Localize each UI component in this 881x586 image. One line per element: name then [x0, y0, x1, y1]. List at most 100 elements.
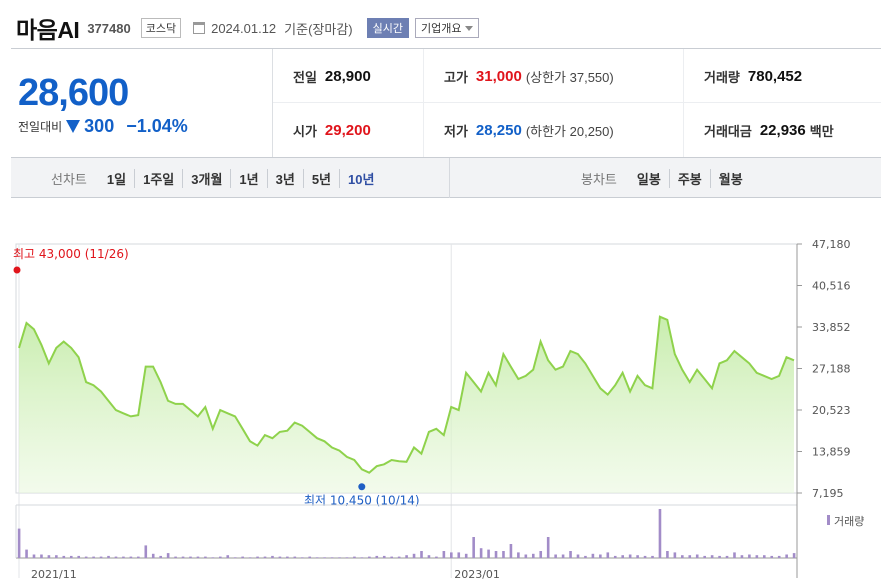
volume-bar [211, 557, 215, 558]
period-tab-6[interactable]: 10년 [339, 168, 382, 188]
volume-bar [636, 555, 639, 558]
volume-bar [755, 555, 759, 558]
volume-bar [353, 556, 356, 558]
volume-bar [159, 555, 162, 558]
period-tab-2[interactable]: 3개월 [182, 168, 230, 188]
volume-bar [174, 556, 177, 558]
volume-bar [84, 556, 88, 558]
volume-bar [599, 554, 602, 558]
volume-legend-swatch [827, 515, 830, 525]
volume-bar [718, 555, 721, 558]
volume-bar [338, 557, 341, 558]
y-tick-label: 40,516 [812, 280, 851, 293]
x-tick-label: 2021/11 [31, 568, 77, 581]
candle-tab-2[interactable]: 월봉 [709, 168, 751, 188]
max-label: 최고 43,000 (11/26) [13, 247, 129, 261]
chart-marks: 최고 43,000 (11/26) 최저 10,450 (10/14) [13, 247, 420, 508]
line-chart-periods: 선차트 1일 1주일 3개월 1년 3년 5년 10년 [51, 158, 382, 198]
volume-bar [606, 552, 610, 558]
quote-panel: 28,600 전일대비 300 −1.04% 전일 28,900 고가 31,0… [11, 48, 881, 158]
volume-bar [62, 555, 66, 558]
high-label: 고가 [444, 69, 468, 85]
volume-bar [390, 556, 393, 558]
period-tab-5[interactable]: 5년 [302, 168, 339, 188]
trade-value-cell: 거래대금 22,936 백만 [683, 103, 881, 157]
volume-bar [248, 557, 252, 558]
volume-bar [457, 552, 461, 558]
volume-bar [382, 555, 386, 558]
volume-bar [725, 555, 729, 558]
volume-bar [539, 551, 543, 558]
volume-bar [99, 556, 103, 558]
volume-bar [286, 556, 289, 558]
min-marker [358, 483, 366, 491]
y-tick-label: 13,859 [812, 446, 851, 459]
volume-bar [479, 548, 483, 558]
candle-tab-1[interactable]: 주봉 [668, 168, 710, 188]
chevron-down-icon [464, 25, 473, 31]
volume-bar [785, 554, 788, 558]
volume-bar [792, 553, 796, 558]
y-tick-label: 20,523 [812, 404, 851, 417]
volume-bar [114, 556, 118, 558]
volume-bar [748, 554, 751, 558]
company-overview-button[interactable]: 기업개요 [415, 18, 479, 38]
y-tick-label: 27,188 [812, 363, 851, 376]
company-overview-label: 기업개요 [421, 23, 462, 35]
volume-bar [323, 557, 326, 558]
period-divider [449, 158, 450, 198]
stock-code: 377480 [87, 20, 131, 36]
volume-bar [576, 554, 580, 558]
volume-bar [681, 555, 684, 558]
volume-bar [40, 554, 43, 558]
volume-bar [300, 557, 304, 558]
candle-chart-periods: 봉차트 일봉 주봉 월봉 [581, 158, 751, 198]
volume-bar [546, 537, 550, 558]
line-chart-label: 선차트 [51, 171, 87, 187]
volume-bar [345, 557, 349, 558]
quote-basis: 기준(장마감) [284, 21, 353, 37]
volume-value: 780,452 [747, 67, 803, 85]
period-tab-3[interactable]: 1년 [230, 168, 266, 188]
volume-bar [92, 556, 95, 558]
volume-bar [762, 555, 766, 558]
volume-bar [181, 556, 185, 558]
volume-bar [308, 556, 312, 558]
volume-bar [204, 556, 207, 558]
period-tab-1[interactable]: 1주일 [134, 168, 182, 188]
change-percent: −1.04% [126, 116, 188, 136]
change-amount: 300 [84, 116, 115, 136]
volume-bar [569, 551, 572, 558]
volume-bar [509, 544, 513, 558]
volume-bar [770, 555, 774, 558]
stats-row-2: 시가 29,200 저가 28,250 (하한가 20,250) 거래대금 22… [273, 103, 881, 157]
volume-bar [226, 555, 230, 558]
max-marker [13, 266, 21, 274]
chart-axes: 47,180 40,516 33,852 27,188 20,523 13,859 7,19… [31, 238, 851, 581]
period-tab-0[interactable]: 1일 [106, 171, 127, 187]
volume-bar [651, 555, 654, 558]
candle-chart-label: 봉차트 [581, 171, 617, 187]
lower-limit: (하한가 20,250) [525, 123, 614, 139]
market-badge: 코스닥 [140, 18, 182, 38]
volume-bar [502, 551, 505, 558]
volume-bar [368, 556, 371, 558]
volume-bar [151, 553, 155, 558]
candle-tab-0[interactable]: 일봉 [636, 171, 661, 187]
volume-bar [69, 555, 73, 558]
period-bar: 선차트 1일 1주일 3개월 1년 3년 5년 10년 봉차트 일봉 주봉 월봉 [11, 158, 881, 198]
volume-bar [241, 556, 244, 558]
price-area [19, 316, 794, 493]
volume-bar [144, 545, 148, 558]
volume-bars: 거래량 [15, 504, 864, 559]
volume-bar [405, 555, 408, 558]
volume-bar [263, 556, 267, 558]
volume-bar [591, 553, 595, 558]
trade-value-unit: 백만 [809, 123, 834, 139]
upper-limit: (상한가 37,550) [525, 69, 614, 85]
prev-close-label: 전일 [293, 69, 317, 85]
period-tab-4[interactable]: 3년 [266, 168, 303, 188]
realtime-button[interactable]: 실시간 [366, 18, 410, 38]
volume-bar [189, 556, 192, 558]
volume-bar [531, 553, 535, 558]
